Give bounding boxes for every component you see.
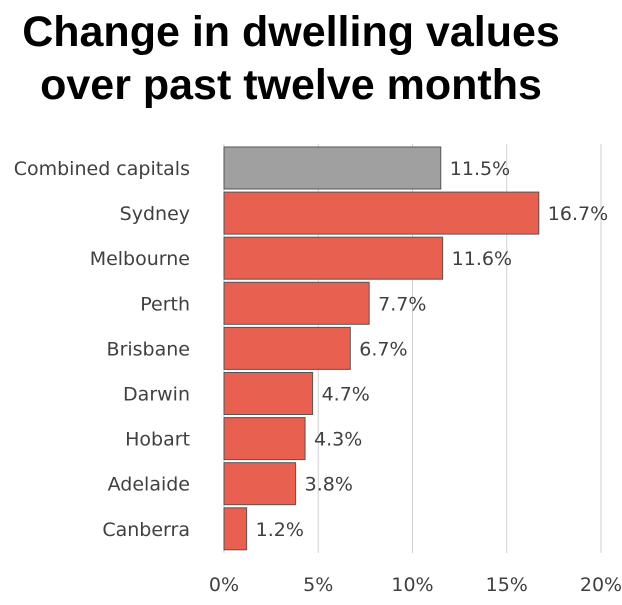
- x-tick-label-2: 10%: [391, 574, 433, 596]
- x-tick-label-3: 15%: [486, 574, 528, 596]
- bar-7: [223, 462, 297, 506]
- value-label-1: 16.7%: [548, 203, 608, 225]
- chart-title-line-2: over past twelve months: [40, 61, 542, 109]
- category-label-4: Brisbane: [107, 338, 190, 360]
- category-label-8: Canberra: [102, 519, 190, 541]
- category-label-5: Darwin: [123, 384, 190, 406]
- chart-title: Change in dwelling values over past twel…: [0, 6, 582, 112]
- category-label-7: Adelaide: [108, 474, 190, 496]
- bar-4: [223, 326, 351, 370]
- x-tick-labels: 0% 5% 10% 15% 20%: [209, 574, 622, 596]
- value-label-7: 3.8%: [305, 474, 353, 496]
- value-labels: 11.5% 16.7% 11.6% 7.7% 6.7% 4.7% 4.3% 3.8% 1.2%: [256, 158, 609, 541]
- category-label-2: Melbourne: [90, 248, 190, 270]
- value-label-3: 7.7%: [378, 293, 426, 315]
- value-label-0: 11.5%: [450, 158, 510, 180]
- category-labels: Combined capitals Sydney Melbourne Perth Bri…: [14, 158, 190, 541]
- value-label-2: 11.6%: [452, 248, 512, 270]
- bar-5: [223, 372, 314, 415]
- x-tick-label-1: 5%: [303, 574, 333, 596]
- category-label-6: Hobart: [125, 429, 190, 451]
- category-label-3: Perth: [140, 293, 190, 315]
- x-tick-label-4: 20%: [580, 574, 622, 596]
- category-label-1: Sydney: [120, 203, 190, 225]
- bar-1: [223, 191, 540, 235]
- value-label-6: 4.3%: [314, 429, 362, 451]
- x-tick-label-0: 0%: [209, 574, 239, 596]
- value-label-4: 6.7%: [359, 338, 407, 360]
- category-label-0: Combined capitals: [14, 158, 190, 180]
- bars: [223, 146, 540, 551]
- chart-title-line-1: Change in dwelling values: [22, 8, 560, 56]
- bar-2: [223, 236, 444, 280]
- bar-0: [223, 146, 442, 190]
- bar-6: [223, 417, 306, 461]
- bar-8: [223, 507, 248, 551]
- value-label-8: 1.2%: [256, 519, 304, 541]
- bar-3: [223, 281, 370, 325]
- value-label-5: 4.7%: [322, 384, 370, 406]
